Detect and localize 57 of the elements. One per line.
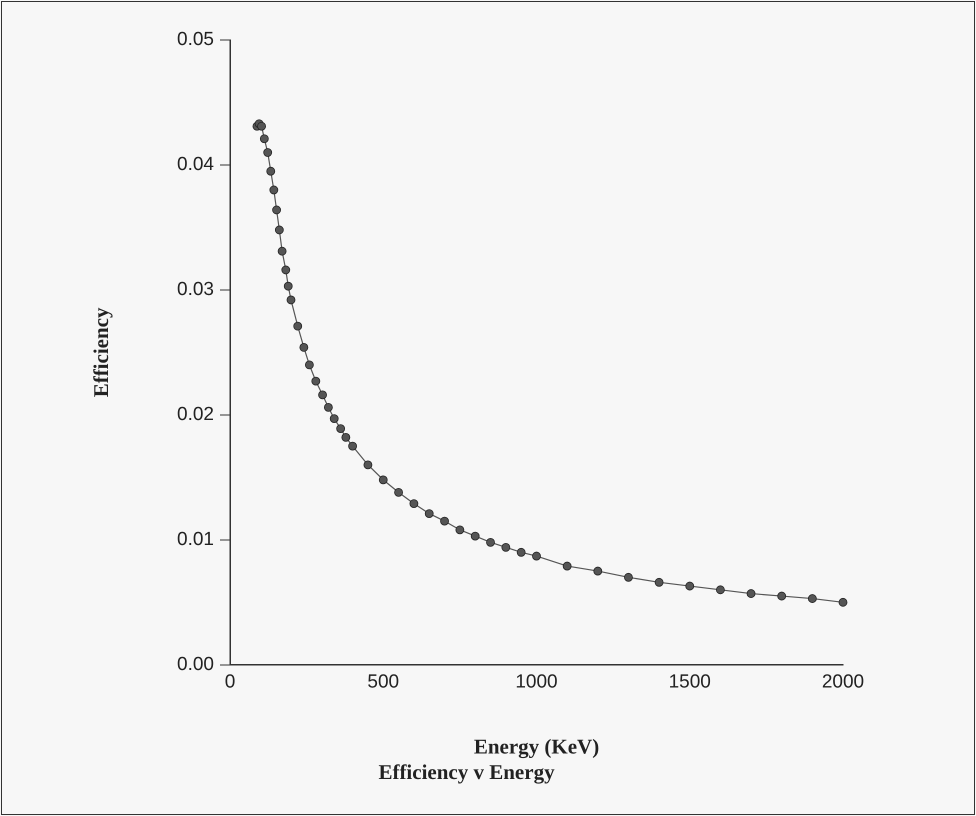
point bbox=[440, 516, 449, 526]
point bbox=[593, 566, 602, 576]
point bbox=[455, 525, 464, 534]
point bbox=[299, 343, 308, 352]
point bbox=[311, 376, 320, 386]
point bbox=[654, 578, 664, 587]
point bbox=[257, 122, 266, 131]
point bbox=[378, 475, 388, 484]
point bbox=[501, 542, 510, 552]
point bbox=[263, 148, 272, 157]
y-tick-label: 0.03 bbox=[177, 279, 214, 300]
point bbox=[304, 360, 314, 370]
point bbox=[470, 532, 480, 540]
point bbox=[330, 414, 339, 424]
y-axis-title: Efficiency bbox=[89, 307, 114, 398]
point bbox=[269, 186, 278, 194]
point bbox=[716, 585, 725, 594]
x-tick-label: 500 bbox=[367, 671, 400, 692]
point bbox=[336, 424, 346, 434]
point bbox=[278, 246, 287, 256]
point bbox=[364, 460, 372, 470]
point bbox=[284, 282, 293, 291]
point bbox=[424, 509, 434, 518]
x-axis-title: Energy (KeV) bbox=[474, 734, 600, 759]
point bbox=[562, 562, 572, 570]
y-tick-label: 0.05 bbox=[177, 29, 214, 50]
point bbox=[348, 442, 357, 451]
point bbox=[394, 488, 403, 497]
text: Efficiency v Energy bbox=[378, 760, 556, 784]
point bbox=[746, 589, 756, 598]
point bbox=[260, 134, 269, 144]
point bbox=[274, 226, 284, 234]
y-tick-label: 0.04 bbox=[177, 154, 214, 176]
x-tick-label: 2000 bbox=[822, 671, 864, 692]
point bbox=[286, 296, 296, 304]
point bbox=[808, 594, 817, 603]
x-tick-label: 1000 bbox=[515, 671, 558, 692]
point bbox=[293, 322, 302, 331]
point bbox=[272, 206, 281, 214]
point bbox=[532, 552, 541, 560]
point bbox=[318, 390, 327, 400]
point bbox=[516, 548, 526, 557]
y-tick-label: 0.02 bbox=[177, 404, 214, 426]
point bbox=[281, 266, 290, 274]
x-tick-label: 1500 bbox=[668, 671, 711, 692]
y-tick-label: 0.01 bbox=[177, 529, 214, 550]
point bbox=[777, 592, 786, 600]
point bbox=[410, 499, 418, 508]
x-tick-label: 0 bbox=[224, 671, 236, 692]
y-tick-label: 0.00 bbox=[177, 654, 214, 676]
point bbox=[486, 538, 495, 547]
point bbox=[624, 572, 633, 582]
point bbox=[838, 598, 848, 607]
point bbox=[324, 402, 333, 412]
point bbox=[266, 166, 276, 176]
point bbox=[685, 582, 694, 590]
point bbox=[341, 432, 350, 442]
